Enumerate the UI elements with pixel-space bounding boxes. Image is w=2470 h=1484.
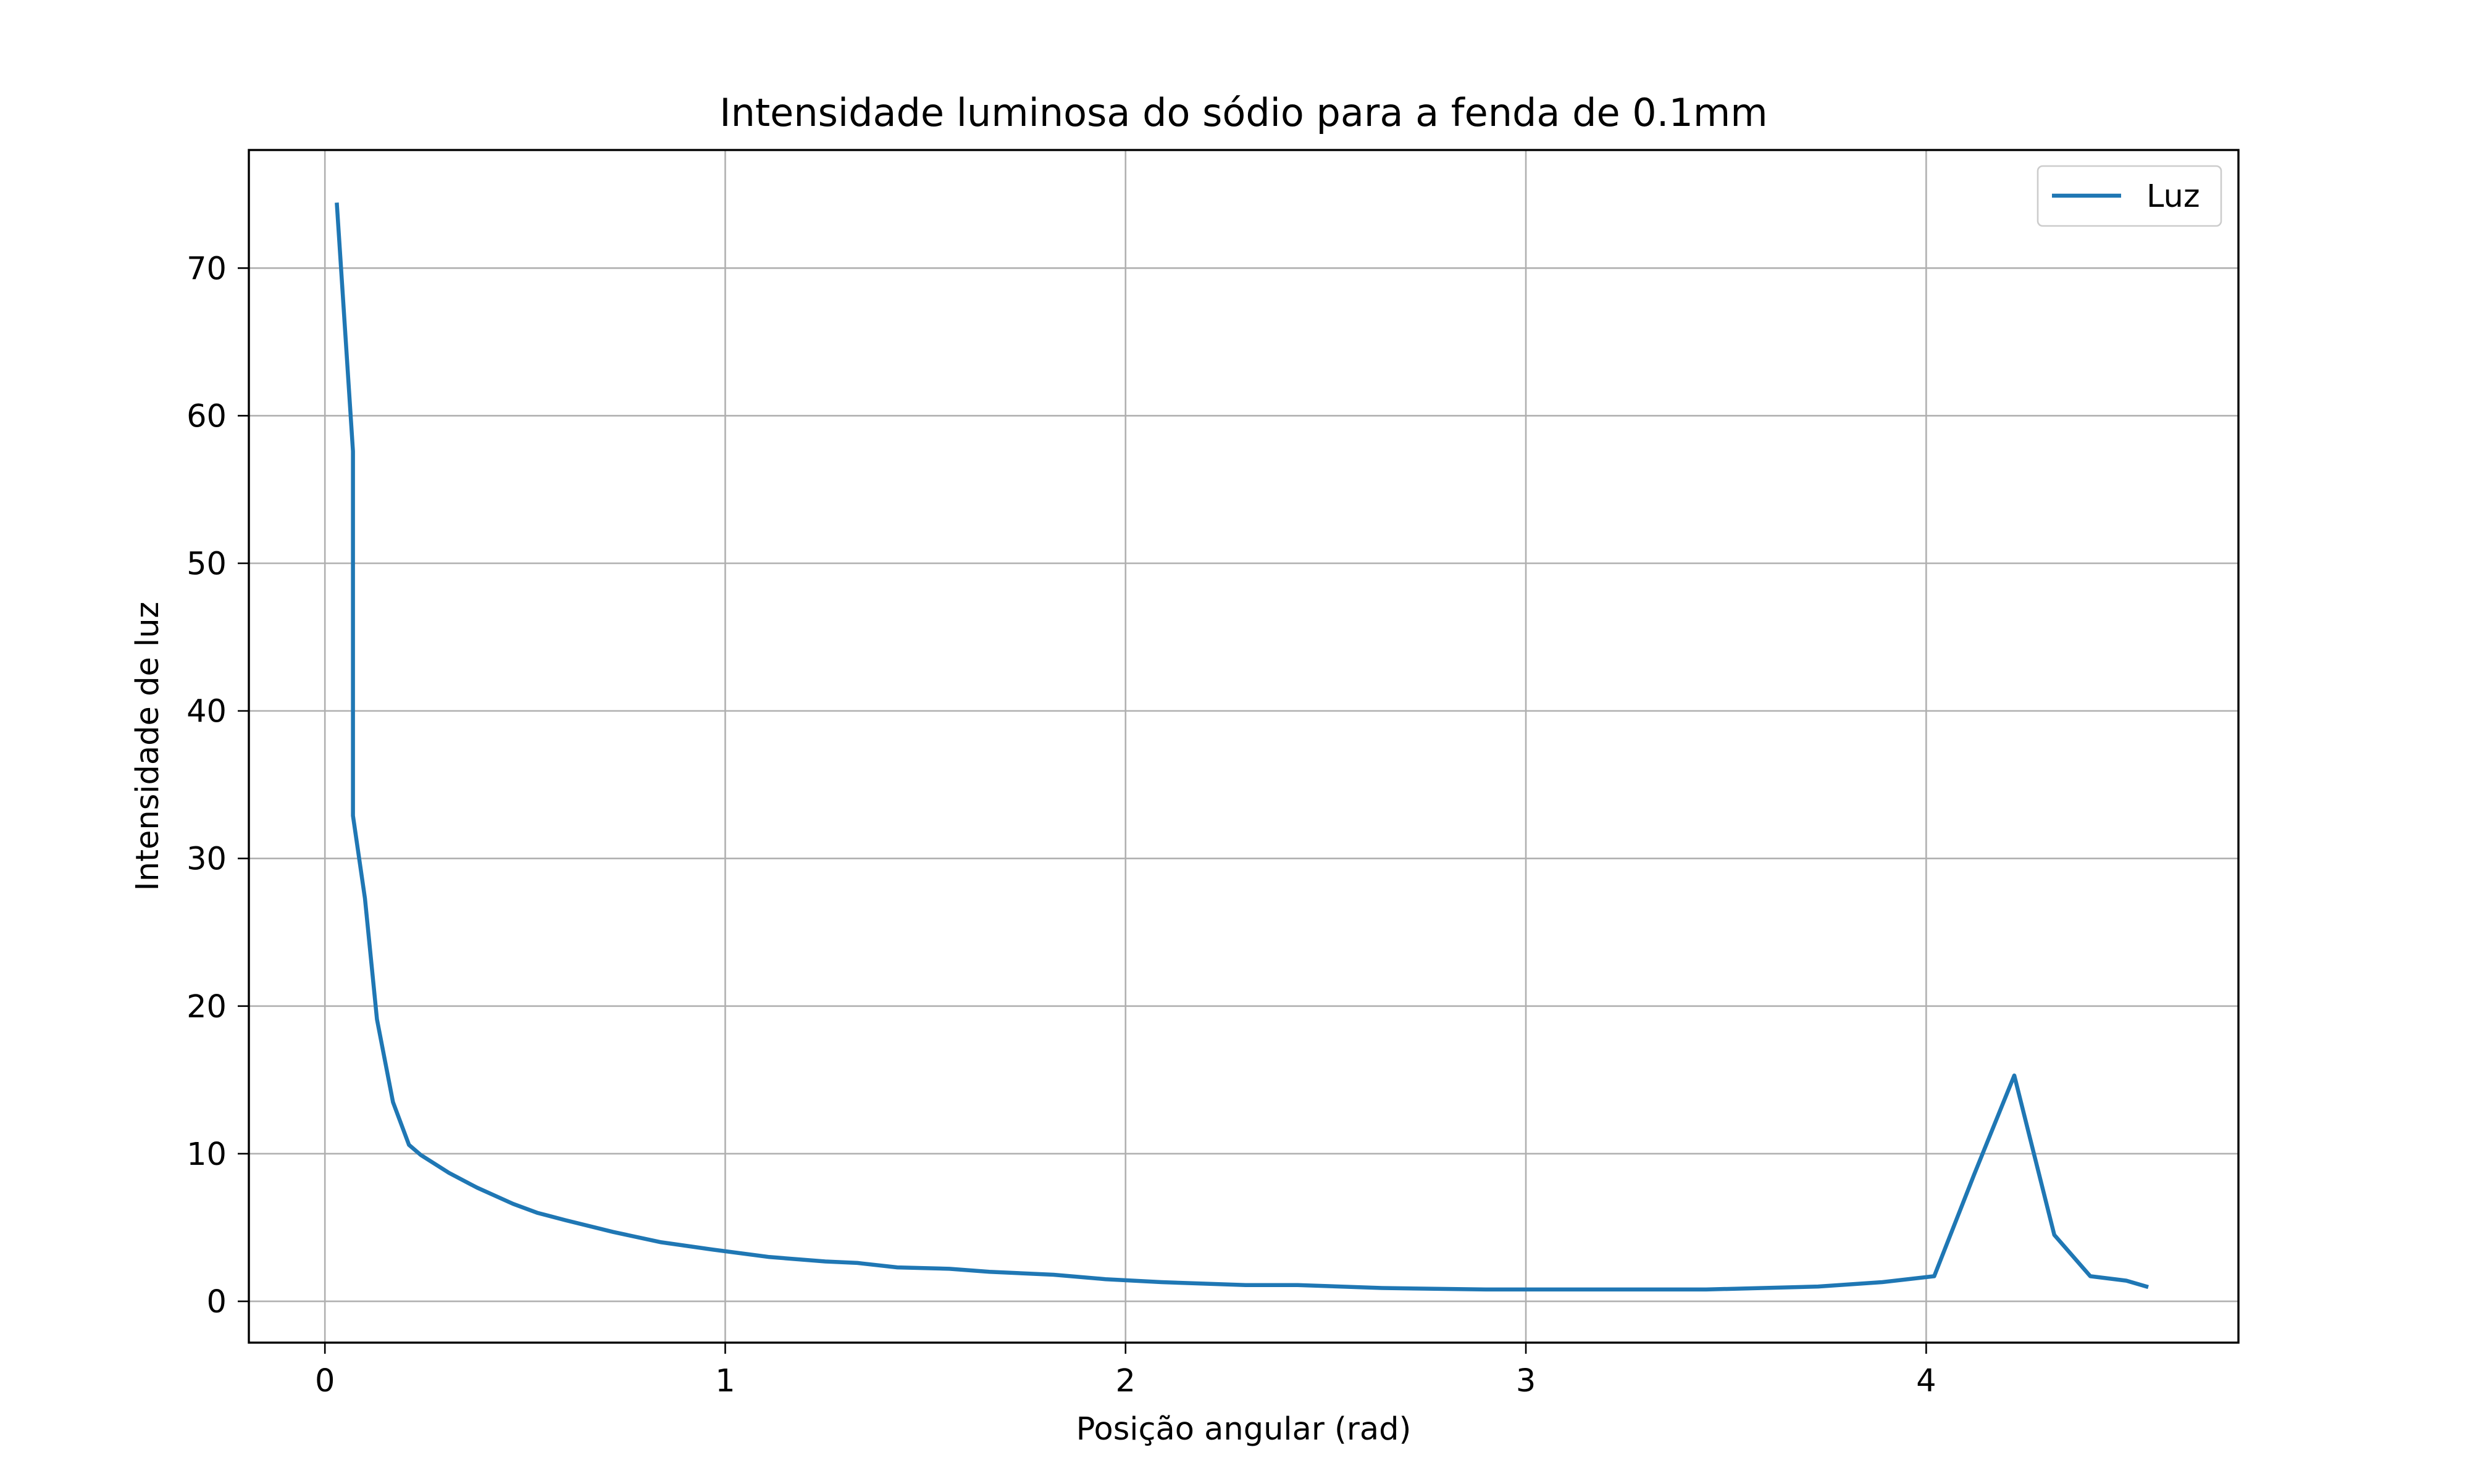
y-axis-label: Intensidade de luz <box>130 602 166 891</box>
y-tick-label: 0 <box>207 1284 227 1320</box>
y-tick-label: 10 <box>186 1136 227 1173</box>
grid-layer <box>249 150 2238 1343</box>
x-tick-label: 2 <box>1116 1363 1136 1399</box>
x-tick-label: 4 <box>1916 1363 1936 1399</box>
series-layer <box>335 202 2149 1292</box>
y-tick-label: 20 <box>186 989 227 1025</box>
legend-label-luz: Luz <box>2146 178 2200 215</box>
y-tick-label: 50 <box>186 546 227 583</box>
series-line-luz <box>335 202 2149 1292</box>
legend-box <box>2037 165 2222 227</box>
x-tick-label: 0 <box>315 1363 335 1399</box>
axes-frame <box>248 149 2240 1344</box>
x-axis-label: Posição angular (rad) <box>1076 1411 1412 1448</box>
y-tick-label: 60 <box>186 398 227 435</box>
x-tick-label: 1 <box>715 1363 735 1399</box>
y-tick-label: 30 <box>186 841 227 878</box>
chart-title: Intensidade luminosa do sódio para a fen… <box>719 90 1767 135</box>
y-tick-label: 70 <box>186 251 227 287</box>
legend: Luz <box>2037 165 2222 227</box>
x-tick-label: 3 <box>1516 1363 1536 1399</box>
y-tick-label: 40 <box>186 694 227 730</box>
